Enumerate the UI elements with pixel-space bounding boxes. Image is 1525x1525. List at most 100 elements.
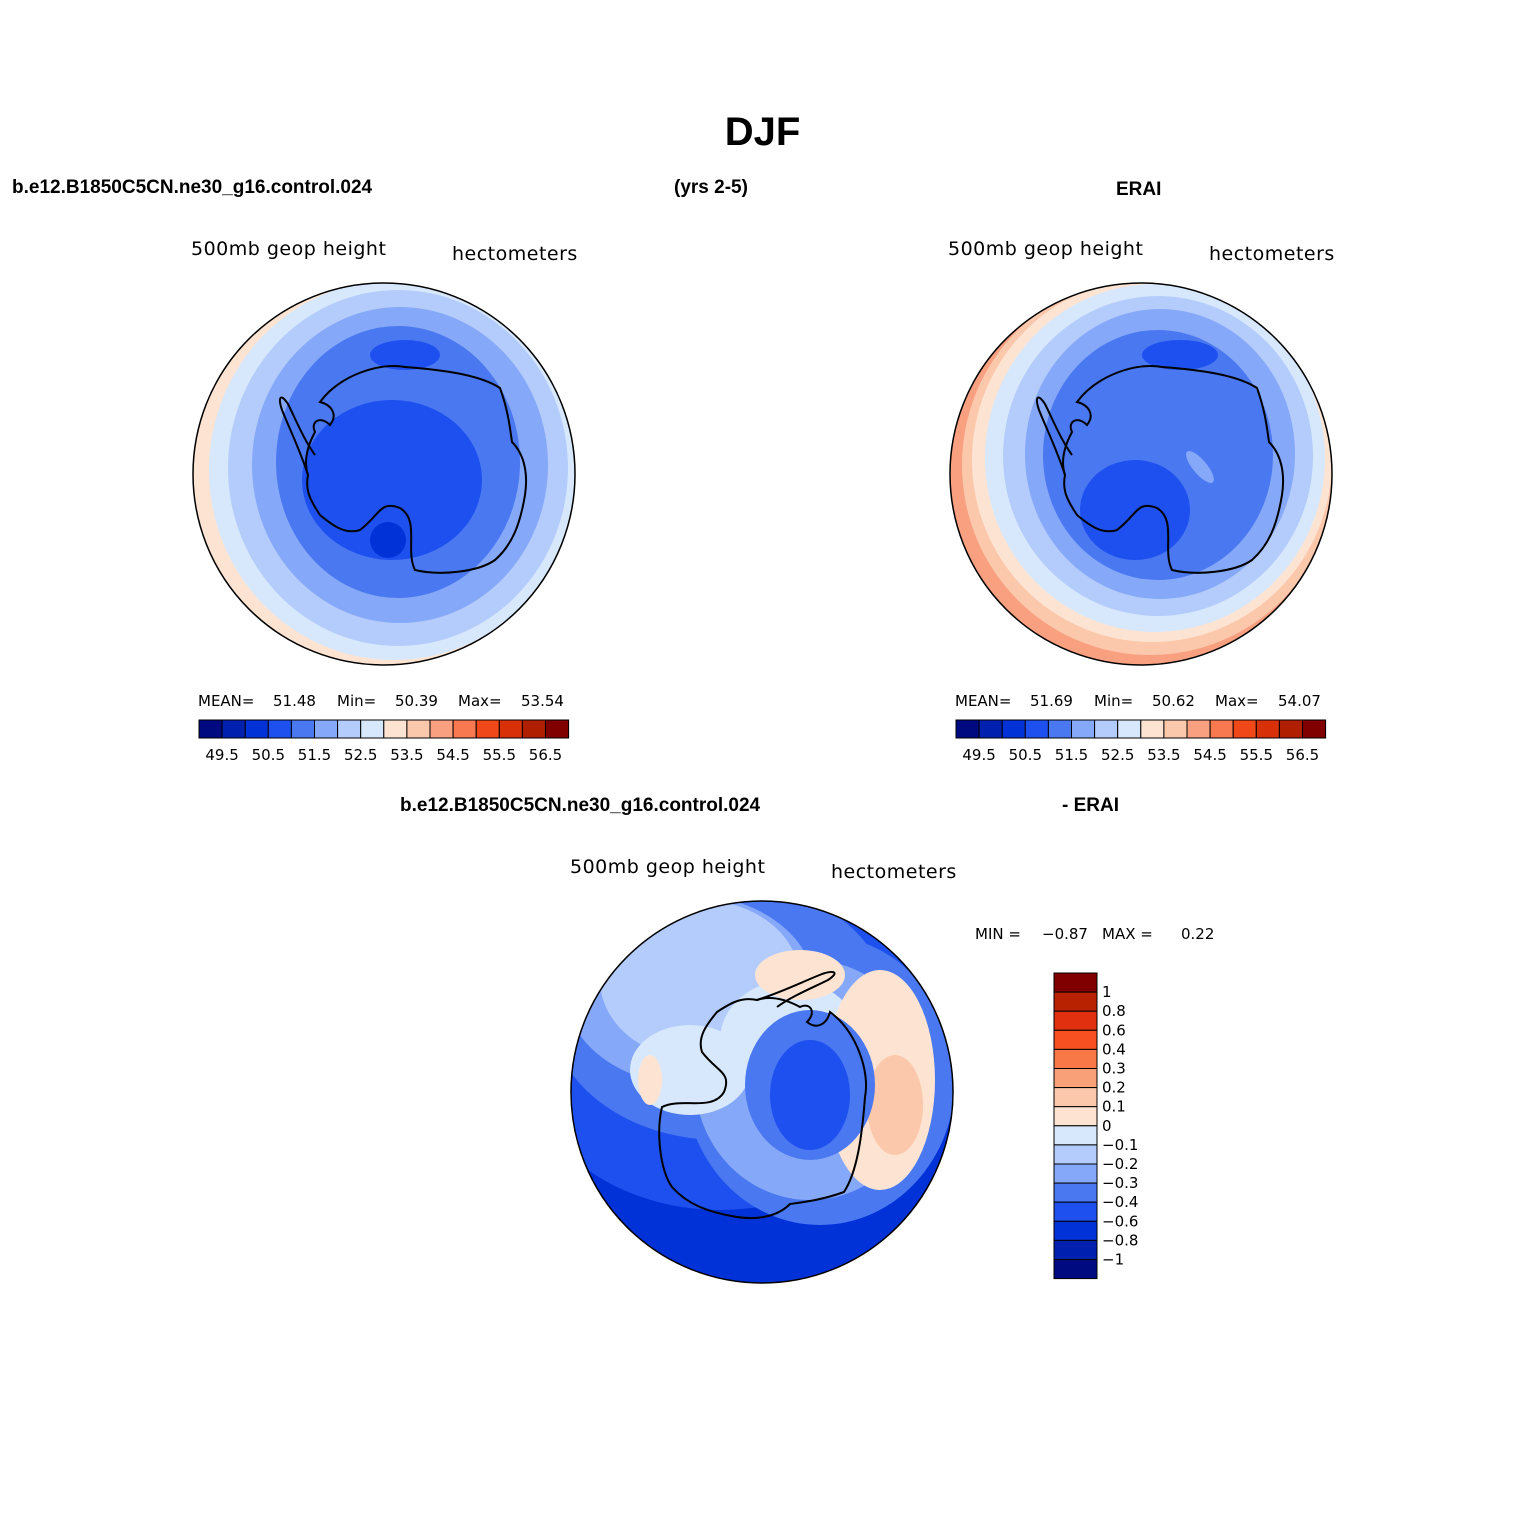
model-units-label: hectometers — [452, 243, 578, 265]
model-max-label: Max= — [458, 692, 502, 710]
model-colorbar-swatch — [545, 719, 570, 739]
diff-colorbar-tick-label: −1 — [1102, 1251, 1124, 1269]
diff-max-value: 0.22 — [1181, 925, 1215, 943]
model-colorbar-tick-label: 55.5 — [483, 746, 516, 764]
obs-colorbar-tick-label: 50.5 — [1009, 746, 1042, 764]
diff-colorbar-tick-label: 0.2 — [1102, 1079, 1126, 1097]
bottom-header-left: b.e12.B1850C5CN.ne30_g16.control.024 — [400, 795, 761, 816]
obs-colorbar-swatch — [1302, 719, 1327, 739]
model-colorbar-tick-label: 51.5 — [298, 746, 331, 764]
obs-min-label: Min= — [1094, 692, 1134, 710]
diff-colorbar-tick-label: −0.2 — [1102, 1155, 1138, 1173]
obs-colorbar-swatch — [1232, 719, 1257, 739]
obs-max-label: Max= — [1215, 692, 1259, 710]
model-colorbar-tick-label: 52.5 — [344, 746, 377, 764]
obs-colorbar-swatch — [978, 719, 1003, 739]
diff-colorbar-swatch — [1053, 972, 1098, 993]
model-min-label: Min= — [337, 692, 377, 710]
diff-colorbar-tick-label: −0.8 — [1102, 1231, 1138, 1249]
diff-colorbar-swatch — [1053, 1010, 1098, 1031]
model-colorbar-swatch — [383, 719, 408, 739]
model-colorbar-swatch — [452, 719, 477, 739]
obs-colorbar-tick-label: 51.5 — [1055, 746, 1088, 764]
diff-colorbar-tick-label: 0.8 — [1102, 1002, 1126, 1020]
diff-variable-label: 500mb geop height — [570, 856, 766, 878]
diff-colorbar-swatch — [1053, 1087, 1098, 1108]
diff-units-label: hectometers — [831, 861, 957, 883]
obs-variable-label: 500mb geop height — [948, 238, 1144, 260]
obs-colorbar: 49.5 50.5 51.5 52.5 53.5 54.5 55.5 56.5 — [955, 719, 1327, 764]
diff-colorbar-swatch — [1053, 1163, 1098, 1184]
model-colorbar-swatch — [360, 719, 385, 739]
obs-colorbar-swatch — [1255, 719, 1280, 739]
model-mean-label: MEAN= — [198, 692, 255, 710]
model-colorbar-swatch — [337, 719, 362, 739]
model-colorbar-tick-label: 53.5 — [390, 746, 423, 764]
model-map — [192, 282, 576, 666]
obs-colorbar-tick-label: 56.5 — [1286, 746, 1319, 764]
diff-colorbar-swatch — [1053, 1125, 1098, 1146]
top-left-header: b.e12.B1850C5CN.ne30_g16.control.024 — [12, 177, 373, 198]
diff-colorbar-swatch — [1053, 1259, 1098, 1280]
model-max-value: 53.54 — [521, 692, 564, 710]
model-colorbar-swatch — [267, 719, 292, 739]
model-colorbar-swatch — [521, 719, 547, 739]
diff-colorbar-tick-label: 0.6 — [1102, 1021, 1126, 1039]
diff-colorbar-swatch — [1053, 1029, 1098, 1050]
diff-colorbar-swatch — [1053, 1048, 1098, 1070]
obs-max-value: 54.07 — [1278, 692, 1321, 710]
model-colorbar-tick-label: 56.5 — [529, 746, 562, 764]
model-colorbar-tick-label: 50.5 — [252, 746, 285, 764]
obs-colorbar-swatch — [1186, 719, 1211, 739]
model-colorbar-tick-label: 54.5 — [436, 746, 469, 764]
model-colorbar-tick-label: 49.5 — [205, 746, 238, 764]
diff-colorbar-tick-label: 0 — [1102, 1117, 1112, 1135]
obs-colorbar-tick-label: 49.5 — [962, 746, 995, 764]
obs-colorbar-tick-label: 55.5 — [1240, 746, 1273, 764]
model-colorbar-swatch — [198, 719, 223, 739]
obs-colorbar-tick-label: 54.5 — [1193, 746, 1226, 764]
model-colorbar-swatch — [498, 719, 523, 739]
model-colorbar-swatch — [221, 719, 246, 739]
obs-mean-label: MEAN= — [955, 692, 1012, 710]
diff-colorbar-tick-label: −0.6 — [1102, 1212, 1138, 1230]
diff-colorbar-swatch — [1053, 1068, 1098, 1089]
model-colorbar-swatch — [290, 719, 315, 739]
obs-colorbar-swatch — [1163, 719, 1188, 739]
obs-colorbar-swatch — [1209, 719, 1234, 739]
obs-map — [949, 282, 1333, 666]
diff-colorbar-swatch — [1053, 1106, 1098, 1127]
diff-map — [570, 900, 954, 1284]
diff-colorbar-swatch — [1053, 1201, 1098, 1222]
obs-colorbar-swatch — [1024, 719, 1049, 739]
diff-colorbar-swatch — [1053, 1239, 1098, 1261]
diff-min-value: −0.87 — [1042, 925, 1088, 943]
obs-colorbar-swatch — [1047, 719, 1073, 739]
obs-colorbar-swatch — [1001, 719, 1026, 739]
obs-mean-value: 51.69 — [1030, 692, 1073, 710]
obs-colorbar-tick-label: 52.5 — [1101, 746, 1134, 764]
obs-colorbar-swatch — [1278, 719, 1304, 739]
diff-colorbar-swatch — [1053, 991, 1098, 1012]
obs-colorbar-swatch — [1071, 719, 1096, 739]
diff-colorbar-tick-label: 1 — [1102, 983, 1112, 1001]
obs-units-label: hectometers — [1209, 243, 1335, 265]
model-colorbar-swatch — [406, 719, 431, 739]
figure-title: DJF — [724, 110, 801, 154]
diff-colorbar-tick-label: 0.1 — [1102, 1098, 1126, 1116]
bottom-header-right: - ERAI — [1062, 795, 1119, 816]
diff-colorbar-swatch — [1053, 1144, 1098, 1165]
model-min-value: 50.39 — [395, 692, 438, 710]
model-colorbar: 49.5 50.5 51.5 52.5 53.5 54.5 55.5 56.5 — [198, 719, 570, 764]
diff-colorbar: 10.80.60.4 0.30.20.10−0.1−0.2−0.3−0.4−0.6… — [1053, 972, 1138, 1280]
diff-min-label: MIN = — [975, 925, 1021, 943]
model-colorbar-swatch — [429, 719, 454, 739]
diff-colorbar-tick-label: −0.3 — [1102, 1174, 1138, 1192]
obs-colorbar-swatch — [1140, 719, 1165, 739]
diff-colorbar-tick-label: 0.4 — [1102, 1040, 1126, 1058]
obs-min-value: 50.62 — [1152, 692, 1195, 710]
model-mean-value: 51.48 — [273, 692, 316, 710]
diff-colorbar-swatch — [1053, 1182, 1098, 1203]
obs-colorbar-swatch — [955, 719, 980, 739]
